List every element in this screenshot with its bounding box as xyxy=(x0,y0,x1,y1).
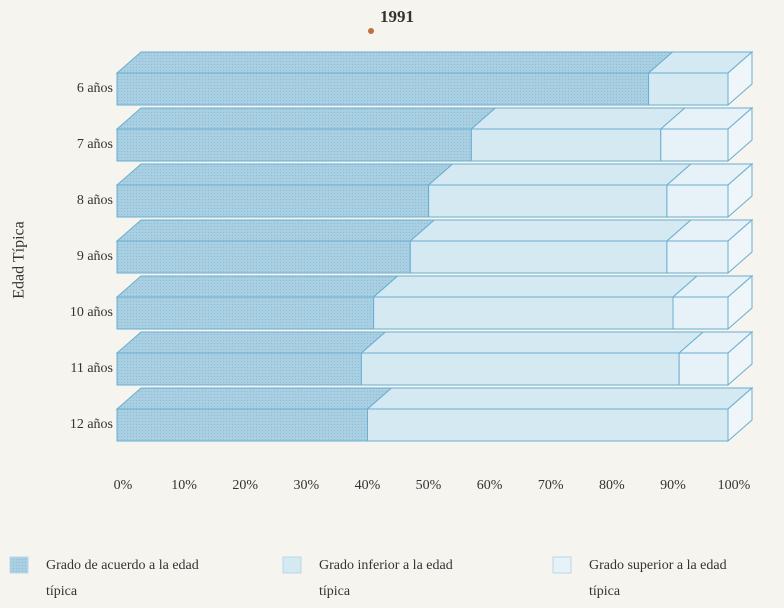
bar-side xyxy=(727,106,753,163)
bar-segment xyxy=(671,275,754,330)
bar-segment xyxy=(470,107,687,162)
y-tick-label: 12 años xyxy=(70,417,113,432)
bar-segment xyxy=(647,51,754,106)
bar-top xyxy=(115,387,393,410)
bar-front xyxy=(666,240,729,274)
bar-front xyxy=(409,240,668,274)
bar-top xyxy=(115,331,387,354)
x-tick-label: 40% xyxy=(355,478,381,493)
legend-line: típica xyxy=(589,584,621,599)
x-tick-label: 80% xyxy=(599,478,625,493)
legend-swatch xyxy=(9,556,29,574)
bar-top xyxy=(470,107,687,130)
bar-top xyxy=(427,163,693,186)
bar-front xyxy=(428,184,668,218)
bar-top xyxy=(372,275,699,298)
bar-front xyxy=(470,128,662,162)
bar-segment xyxy=(360,331,705,386)
bar-top xyxy=(360,331,705,354)
bar-front xyxy=(678,352,729,386)
bar-top xyxy=(115,163,454,186)
bar-front xyxy=(116,408,369,442)
bar-segment xyxy=(115,275,399,330)
bar-front xyxy=(648,72,729,106)
bar-segment xyxy=(115,387,393,442)
bar-side xyxy=(727,218,753,275)
legend-label: Grado inferior a la edad típica xyxy=(319,558,453,599)
bar-top xyxy=(115,107,497,130)
bar-front xyxy=(666,184,729,218)
bar-segment xyxy=(115,51,674,106)
bar-side xyxy=(727,330,753,387)
bar-top xyxy=(115,219,436,242)
bar-segment xyxy=(427,163,693,218)
bar-front xyxy=(116,72,650,106)
x-tick-label: 90% xyxy=(660,478,686,493)
bar-top xyxy=(408,219,693,242)
bar-segment xyxy=(408,219,693,274)
legend-swatch xyxy=(552,556,572,574)
bar-front xyxy=(116,352,362,386)
legend-swatch xyxy=(282,556,302,574)
legend-line: Grado inferior a la edad xyxy=(319,558,453,573)
legend-line: Grado de acuerdo a la edad xyxy=(46,558,199,573)
x-tick-label: 50% xyxy=(416,478,442,493)
x-tick-label: 60% xyxy=(477,478,503,493)
legend-label: Grado de acuerdo a la edad típica xyxy=(46,558,199,599)
bar-side xyxy=(727,162,753,219)
y-tick-label: 11 años xyxy=(70,361,113,376)
bar-front xyxy=(116,128,472,162)
x-tick-label: 70% xyxy=(538,478,564,493)
bar-segment xyxy=(115,219,436,274)
legend-label: Grado superior a la edad típica xyxy=(589,558,727,599)
bar-top xyxy=(115,275,399,298)
y-tick-label: 6 años xyxy=(77,81,113,96)
x-tick-label: 20% xyxy=(232,478,258,493)
bar-segment xyxy=(115,163,454,218)
bar-segment xyxy=(115,107,497,162)
x-tick-label: 0% xyxy=(114,478,133,493)
legend-line: típica xyxy=(319,584,351,599)
y-tick-label: 8 años xyxy=(77,193,113,208)
bar-front xyxy=(373,296,674,330)
bar-front xyxy=(660,128,729,162)
bar-side xyxy=(727,386,753,443)
x-tick-label: 30% xyxy=(293,478,319,493)
bar-top xyxy=(115,51,674,74)
y-tick-label: 7 años xyxy=(77,137,113,152)
bar-front xyxy=(367,408,729,442)
legend-line: típica xyxy=(46,584,78,599)
bar-segment xyxy=(366,387,754,442)
bar-front xyxy=(360,352,680,386)
bar-segment xyxy=(372,275,699,330)
chart-title: 1991 xyxy=(380,7,414,26)
bar-top xyxy=(366,387,754,410)
x-tick-label: 100% xyxy=(718,478,751,493)
y-tick-label: 9 años xyxy=(77,249,113,264)
bar-side xyxy=(727,274,753,331)
legend-line: Grado superior a la edad xyxy=(589,558,727,573)
bar-segment xyxy=(677,331,754,386)
bar-front xyxy=(116,240,411,274)
title-bullet xyxy=(368,28,374,34)
y-tick-label: 10 años xyxy=(70,305,113,320)
x-tick-label: 10% xyxy=(171,478,197,493)
y-axis-label: Edad Típica xyxy=(11,221,28,298)
bar-front xyxy=(116,184,430,218)
bar-front xyxy=(672,296,729,330)
bar-side xyxy=(727,50,753,107)
bar-segment xyxy=(115,331,387,386)
bar-front xyxy=(116,296,375,330)
